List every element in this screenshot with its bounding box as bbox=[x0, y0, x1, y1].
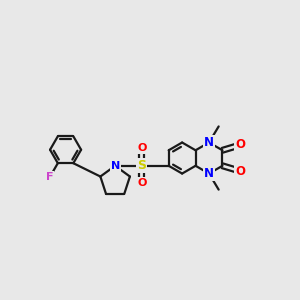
Text: N: N bbox=[204, 136, 214, 149]
Text: O: O bbox=[236, 138, 245, 152]
Text: O: O bbox=[236, 165, 245, 178]
Text: N: N bbox=[110, 161, 120, 171]
Text: O: O bbox=[137, 143, 147, 153]
Text: F: F bbox=[46, 172, 53, 182]
Text: S: S bbox=[137, 159, 146, 172]
Text: O: O bbox=[137, 178, 147, 188]
Text: N: N bbox=[204, 167, 214, 180]
